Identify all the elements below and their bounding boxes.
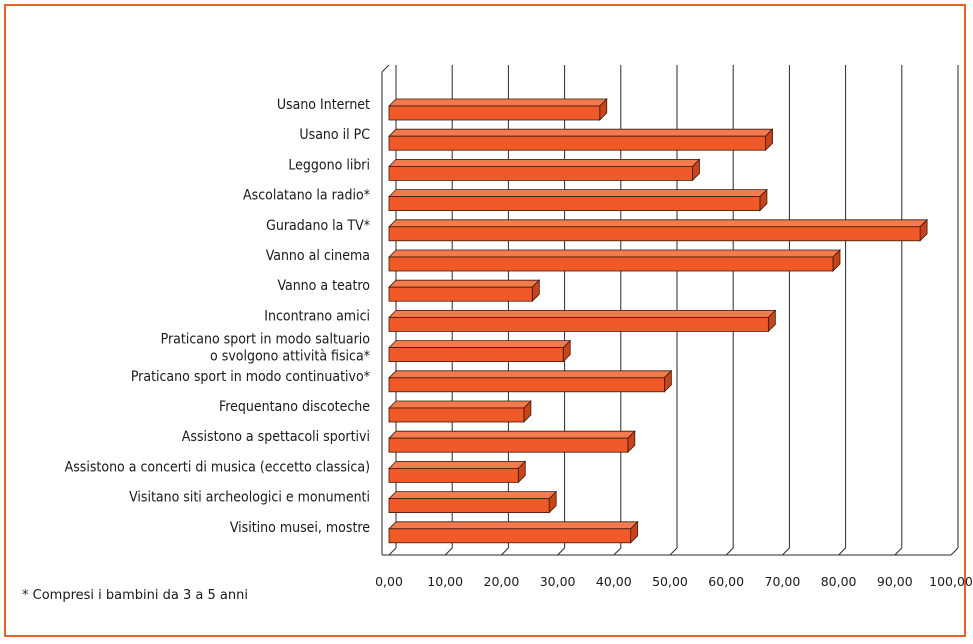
bar (388, 400, 532, 423)
category-label-line: Praticano sport in modo saltuario (161, 332, 371, 348)
floor-gridline (782, 547, 790, 556)
category-label: Praticano sport in modo saltuario o svolg… (161, 332, 371, 365)
bar-front-face (388, 528, 632, 544)
x-tick-label: 30,00 (540, 574, 576, 589)
floor-gridline (950, 547, 959, 556)
bar-top-face (388, 189, 768, 198)
category-label: Guradano la TV* (266, 218, 370, 234)
bar-front-face (388, 498, 550, 514)
footnote: * Compresi i bambini da 3 a 5 anni (22, 588, 248, 603)
bar-top-face (388, 521, 639, 530)
bar (388, 188, 768, 212)
x-tick-label: 80,00 (821, 574, 857, 589)
bar (388, 218, 929, 242)
axis-top-edge (381, 64, 390, 73)
category-label: Usano Internet (277, 97, 370, 113)
bar-front-face (388, 437, 629, 453)
bar-front-face (388, 105, 601, 121)
bar (388, 490, 558, 514)
x-tick-label: 10,00 (427, 574, 463, 589)
bar-top-face (388, 309, 777, 318)
category-label: Vanno al cinema (266, 248, 370, 264)
category-label: Leggono libri (288, 157, 370, 173)
x-tick-label: 60,00 (708, 574, 744, 589)
x-tick-label: 50,00 (652, 574, 688, 589)
bar (388, 98, 608, 121)
bar (388, 279, 541, 303)
category-label: Assistono a spettacoli sportivi (182, 429, 370, 445)
bar (388, 369, 673, 393)
bar-front-face (388, 256, 834, 272)
floor-gridline (388, 547, 397, 556)
bar (388, 128, 774, 152)
bar-top-face (388, 491, 558, 500)
floor-gridline (669, 547, 678, 556)
bar-top-face (388, 460, 527, 469)
bar (388, 430, 636, 454)
x-tick-label: 100,00 (929, 574, 973, 589)
bar-front-face (388, 135, 766, 151)
bar-front-face (388, 316, 769, 332)
category-label: Assistono a concerti di musica (eccetto … (65, 459, 370, 475)
bar-top-face (388, 249, 841, 258)
bar-top-face (388, 219, 929, 228)
bar (388, 309, 777, 333)
floor-gridline (613, 547, 622, 556)
category-label: Ascolatano la radio* (243, 188, 370, 204)
floor-gridline (557, 547, 565, 556)
category-label: Usano il PC (299, 127, 370, 143)
bar (388, 249, 841, 272)
category-label: Frequentano discoteche (219, 399, 370, 415)
bar-front-face (388, 347, 564, 363)
x-tick-label: 40,00 (596, 574, 632, 589)
floor-gridline (894, 547, 903, 556)
floor-gridline (444, 547, 453, 556)
category-label: Visitino musei, mostre (230, 520, 370, 536)
x-tick-label: 70,00 (765, 574, 801, 589)
bar-top-face (388, 128, 774, 137)
bar (388, 339, 572, 363)
category-label: Praticano sport in modo continuativo* (131, 369, 370, 385)
bar-top-face (388, 98, 608, 107)
bar-top-face (388, 279, 541, 288)
bar-top-face (388, 400, 532, 409)
x-tick-label: 90,00 (877, 574, 913, 589)
bar-front-face (388, 407, 525, 423)
bar-top-face (388, 430, 636, 439)
bar (388, 158, 701, 182)
bar-top-face (388, 340, 572, 349)
bar-front-face (388, 226, 921, 242)
bar (388, 460, 527, 484)
x-tick-label: 20,00 (484, 574, 520, 589)
floor-gridline (838, 547, 846, 556)
category-label-line: o svolgono attività fisica* (210, 349, 370, 365)
floor-gridline (725, 547, 734, 556)
category-label: Incontrano amici (264, 308, 370, 324)
bar-front-face (388, 196, 761, 212)
bar-front-face (388, 165, 693, 181)
bar-top-face (388, 370, 673, 379)
category-label: Visitano siti archeologici e monumenti (129, 490, 370, 506)
bar-front-face (388, 286, 533, 302)
bar-top-face (388, 158, 701, 167)
category-label: Vanno a teatro (277, 278, 370, 294)
floor-gridline (501, 547, 509, 556)
bar-front-face (388, 377, 665, 393)
x-tick-label: 0,00 (375, 574, 403, 589)
bar (388, 520, 639, 544)
bar-front-face (388, 467, 519, 483)
